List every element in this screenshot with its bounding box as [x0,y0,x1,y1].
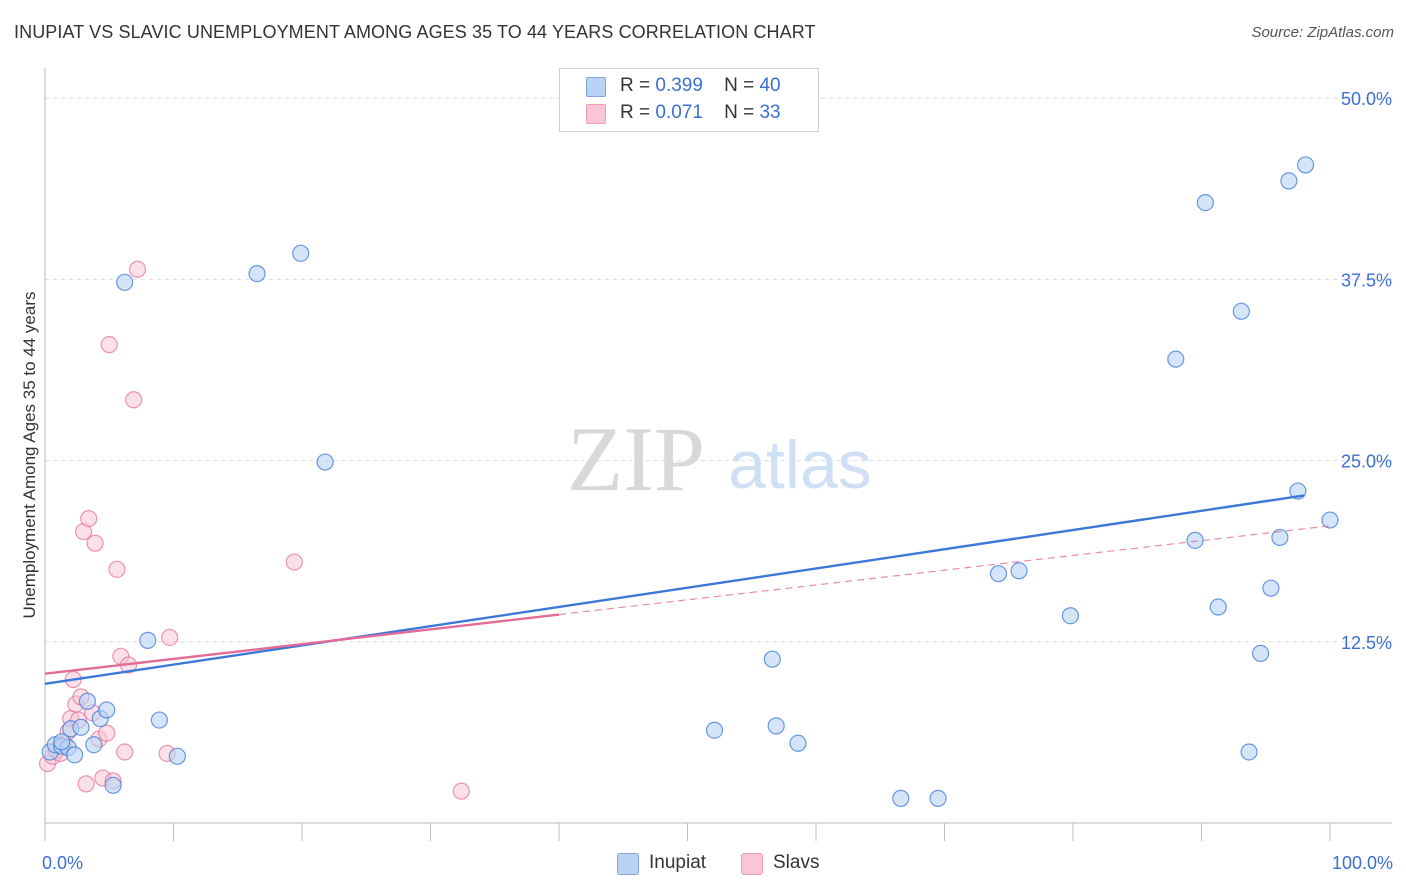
inupiat-point [1196,194,1214,212]
slavs-point [161,628,179,647]
inupiat-points [41,156,1339,807]
slavs-point [100,336,118,354]
inupiat-point [248,265,266,283]
inupiat-point [705,721,724,739]
correlation-legend: R = 0.399 N = 40 R = 0.071 N = 33 [559,68,819,132]
legend-r-value: 0.399 [655,75,703,96]
legend-label-slavs: Slavs [773,852,820,873]
inupiat-legend-swatch [617,853,639,875]
trend-lines [44,494,1331,686]
axes [44,68,1392,841]
slavs-point [452,782,470,800]
inupiat-point [292,244,310,262]
inupiat-point [316,453,334,471]
x-tick-label: 100.0% [1332,853,1393,873]
legend-r-value: 0.071 [655,102,703,123]
slavs-trend-extension [558,525,1331,616]
inupiat-point [65,746,84,764]
slavs-legend-swatch [741,853,763,875]
inupiat-swatch [586,77,606,97]
slavs-point [77,775,95,793]
legend-r-label: R = [620,102,651,123]
inupiat-point [1167,350,1185,368]
legend-r-label: R = [620,75,651,96]
watermark-zip: ZIP [567,408,705,510]
legend-n-value: 40 [759,75,781,96]
inupiat-point [989,565,1008,583]
inupiat-point [1321,511,1339,529]
inupiat-point [1010,562,1028,580]
source-note: Source: ZipAtlas.com [1251,24,1394,41]
gridlines [45,97,1392,643]
inupiat-point [892,789,910,807]
inupiat-point [98,701,116,719]
inupiat-point [1271,528,1289,547]
inupiat-point [1262,579,1280,597]
inupiat-point [1232,302,1250,320]
watermark-atlas: atlas [728,427,872,503]
tick-labels: 12.5% 25.0% 37.5% 50.0% 0.0% 100.0% [42,89,1393,873]
y-tick-label: 25.0% [1341,452,1392,472]
inupiat-trend-line [44,494,1305,686]
slavs-point [86,534,104,552]
inupiat-point [929,789,947,807]
slavs-point [108,560,126,578]
inupiat-point [789,734,807,752]
inupiat-point [1209,598,1227,616]
legend-n-value: 33 [759,102,781,123]
watermark: ZIP atlas [567,408,872,510]
y-tick-label: 37.5% [1341,270,1392,290]
legend-n-label: N = [724,102,755,123]
inupiat-point [1280,172,1298,190]
slavs-point [125,391,143,409]
inupiat-point [85,736,103,754]
inupiat-point [116,273,134,291]
inupiat-point [767,717,785,735]
slavs-point [98,724,116,742]
slavs-point [116,743,134,761]
slavs-trend-line [44,613,560,675]
inupiat-point [139,631,157,649]
chart-title: INUPIAT VS SLAVIC UNEMPLOYMENT AMONG AGE… [14,22,816,42]
slavs-swatch [586,104,606,124]
inupiat-point [150,711,168,729]
inupiat-point [1252,644,1270,663]
inupiat-point [1061,607,1080,625]
x-tick-label: 0.0% [42,853,83,873]
inupiat-point [72,718,90,736]
inupiat-point [1240,743,1258,761]
inupiat-point [78,692,97,710]
legend-label-inupiat: Inupiat [649,852,707,873]
inupiat-point [1186,531,1204,549]
inupiat-point [763,650,781,668]
slavs-point [80,509,98,528]
inupiat-point [53,733,71,751]
legend-n-label: N = [724,75,755,96]
y-tick-label: 12.5% [1341,633,1392,653]
inupiat-point [168,747,186,765]
inupiat-point [1296,156,1315,174]
slavs-point [285,553,303,571]
slavs-point [128,260,147,278]
y-tick-label: 50.0% [1341,89,1392,109]
inupiat-point [104,776,122,794]
